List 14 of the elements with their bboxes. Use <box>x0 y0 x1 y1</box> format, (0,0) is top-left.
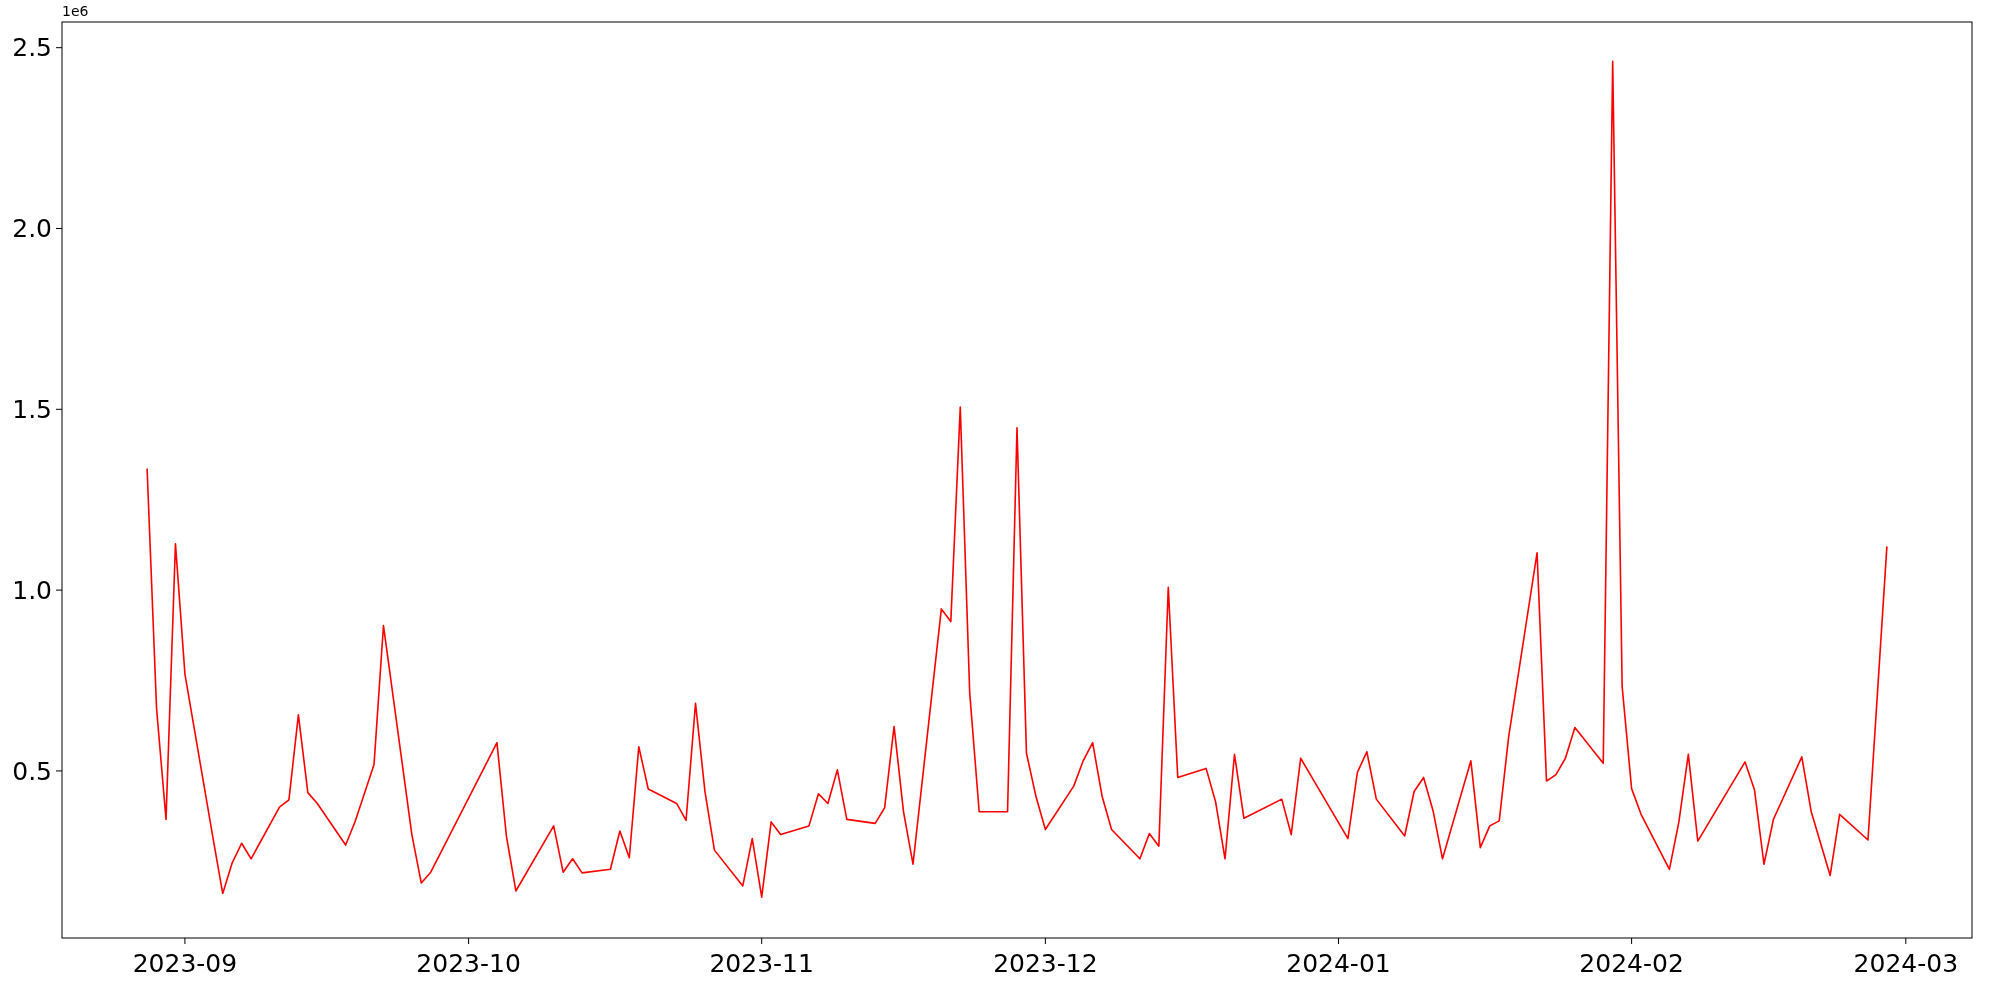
y-tick-label: 2.5 <box>12 33 52 63</box>
y-tick-label: 0.5 <box>12 756 52 786</box>
y-tick-label: 1.0 <box>12 575 52 605</box>
x-tick-label: 2023-09 <box>132 949 238 978</box>
x-tick-label: 2024-03 <box>1853 949 1959 978</box>
line-series <box>146 60 1888 898</box>
x-tick-label: 2023-12 <box>993 949 1098 978</box>
x-tick-label: 2023-10 <box>416 949 521 978</box>
y-tick-label: 1.5 <box>12 395 52 425</box>
y-tick-label: 2.0 <box>12 214 52 244</box>
x-tick-label: 2023-11 <box>709 949 814 978</box>
x-tick-label: 2024-01 <box>1286 949 1391 978</box>
x-tick-label: 2024-02 <box>1579 949 1684 978</box>
text: 1e6 <box>62 3 89 19</box>
